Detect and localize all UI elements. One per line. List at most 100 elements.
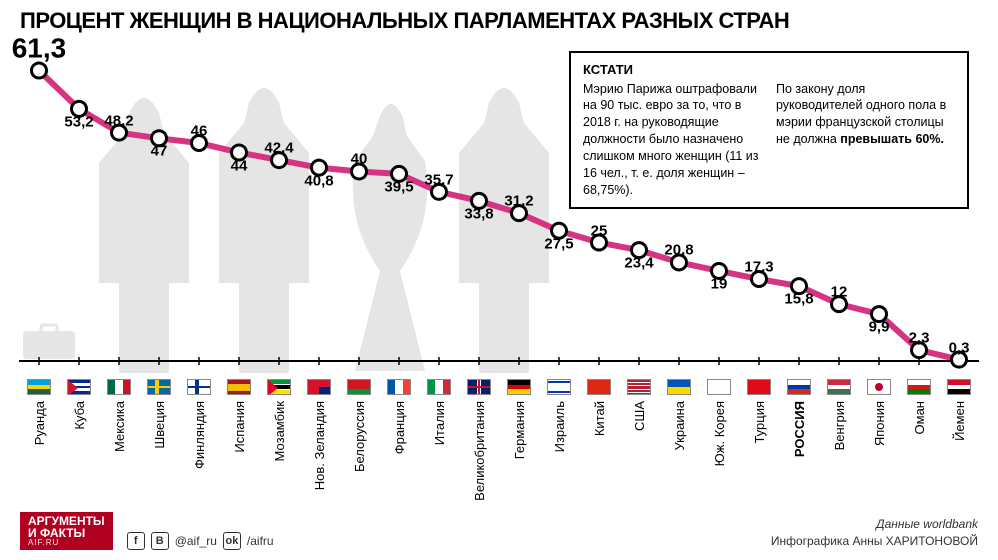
value-label: 44 (231, 157, 248, 174)
xtick: Турция (739, 373, 779, 501)
flag-icon (667, 379, 691, 395)
flag-icon (707, 379, 731, 395)
xtick: Китай (579, 373, 619, 501)
xtick: Нов. Зеландия (299, 373, 339, 501)
country-label: Япония (872, 401, 887, 446)
xtick: Руанда (19, 373, 59, 501)
value-label: 46 (191, 123, 208, 140)
xtick: Германия (499, 373, 539, 501)
value-label: 40 (351, 151, 368, 168)
xtick: Венгрия (819, 373, 859, 501)
country-label: Германия (512, 401, 527, 459)
country-label: РОССИЯ (792, 401, 807, 457)
value-label: 53,2 (64, 113, 93, 130)
country-label: Великобритания (472, 401, 487, 501)
value-label: 15,8 (784, 290, 813, 307)
flag-icon (907, 379, 931, 395)
flag-icon (67, 379, 91, 395)
xtick: Финляндия (179, 373, 219, 501)
xtick: Йемен (939, 373, 979, 501)
xtick: Италия (419, 373, 459, 501)
flag-icon (227, 379, 251, 395)
value-label: 33,8 (464, 205, 493, 222)
country-label: Турция (752, 401, 767, 444)
country-label: Китай (592, 401, 607, 436)
flag-icon (627, 379, 651, 395)
chart-area: КСТАТИ Мэрию Парижа оштрафовали на 90 ты… (19, 43, 979, 373)
country-label: Белоруссия (352, 401, 367, 472)
value-label: 61,3 (12, 32, 67, 64)
country-label: Куба (72, 401, 87, 430)
value-label: 17,3 (744, 259, 773, 276)
country-label: Йемен (952, 401, 967, 441)
value-label: 25 (591, 222, 608, 239)
value-label: 23,4 (624, 254, 653, 271)
country-label: Израиль (552, 401, 567, 452)
country-label: США (632, 401, 647, 431)
data-source: Данные worldbank (876, 517, 978, 531)
chart-title: ПРОЦЕНТ ЖЕНЩИН В НАЦИОНАЛЬНЫХ ПАРЛАМЕНТА… (20, 8, 978, 34)
country-label: Финляндия (192, 401, 207, 469)
xtick: США (619, 373, 659, 501)
xtick: РОССИЯ (779, 373, 819, 501)
flag-icon (507, 379, 531, 395)
value-label: 9,9 (869, 318, 890, 335)
flag-icon (267, 379, 291, 395)
xtick: Великобритания (459, 373, 499, 501)
flag-icon (787, 379, 811, 395)
country-label: Руанда (32, 401, 47, 445)
country-label: Оман (912, 401, 927, 434)
flag-icon (27, 379, 51, 395)
flag-icon (947, 379, 971, 395)
x-axis: Руанда Куба Мексика Швеция Финляндия Испания М… (19, 373, 979, 501)
xtick: Израиль (539, 373, 579, 501)
ok-icon[interactable]: ok (223, 532, 241, 550)
publisher-logo: АРГУМЕНТЫ И ФАКТЫ AIF.RU (20, 512, 113, 550)
value-label: 0,3 (949, 339, 970, 356)
country-label: Франция (392, 401, 407, 454)
flag-icon (587, 379, 611, 395)
country-label: Мозамбик (272, 401, 287, 461)
flag-icon (427, 379, 451, 395)
social-links: f B @aif_ru ok /aifru (127, 532, 274, 550)
xtick: Мексика (99, 373, 139, 501)
flag-icon (747, 379, 771, 395)
value-label: 48,2 (104, 112, 133, 129)
xtick: Куба (59, 373, 99, 501)
line-plot (19, 43, 979, 373)
flag-icon (107, 379, 131, 395)
flag-icon (187, 379, 211, 395)
xtick: Мозамбик (259, 373, 299, 501)
country-label: Украина (672, 401, 687, 451)
xtick: Франция (379, 373, 419, 501)
country-label: Мексика (112, 401, 127, 452)
country-label: Юж. Корея (712, 401, 727, 466)
vk-icon[interactable]: B (151, 532, 169, 550)
xtick: Швеция (139, 373, 179, 501)
value-label: 35,7 (424, 171, 453, 188)
xtick: Япония (859, 373, 899, 501)
flag-icon (547, 379, 571, 395)
country-label: Испания (232, 401, 247, 453)
value-label: 40,8 (304, 172, 333, 189)
value-label: 27,5 (544, 235, 573, 252)
country-label: Италия (432, 401, 447, 445)
flag-icon (147, 379, 171, 395)
value-label: 31,2 (504, 193, 533, 210)
xtick: Испания (219, 373, 259, 501)
value-label: 42,4 (264, 140, 293, 157)
flag-icon (827, 379, 851, 395)
flag-icon (467, 379, 491, 395)
footer: АРГУМЕНТЫ И ФАКТЫ AIF.RU f B @aif_ru ok … (0, 512, 998, 550)
flag-icon (387, 379, 411, 395)
xtick: Украина (659, 373, 699, 501)
value-label: 19 (711, 275, 728, 292)
twitter-handle[interactable]: @aif_ru (175, 534, 217, 548)
xtick: Оман (899, 373, 939, 501)
facebook-icon[interactable]: f (127, 532, 145, 550)
value-label: 47 (151, 143, 168, 160)
country-label: Швеция (152, 401, 167, 449)
country-label: Венгрия (832, 401, 847, 450)
flag-icon (867, 379, 891, 395)
value-label: 39,5 (384, 178, 413, 195)
